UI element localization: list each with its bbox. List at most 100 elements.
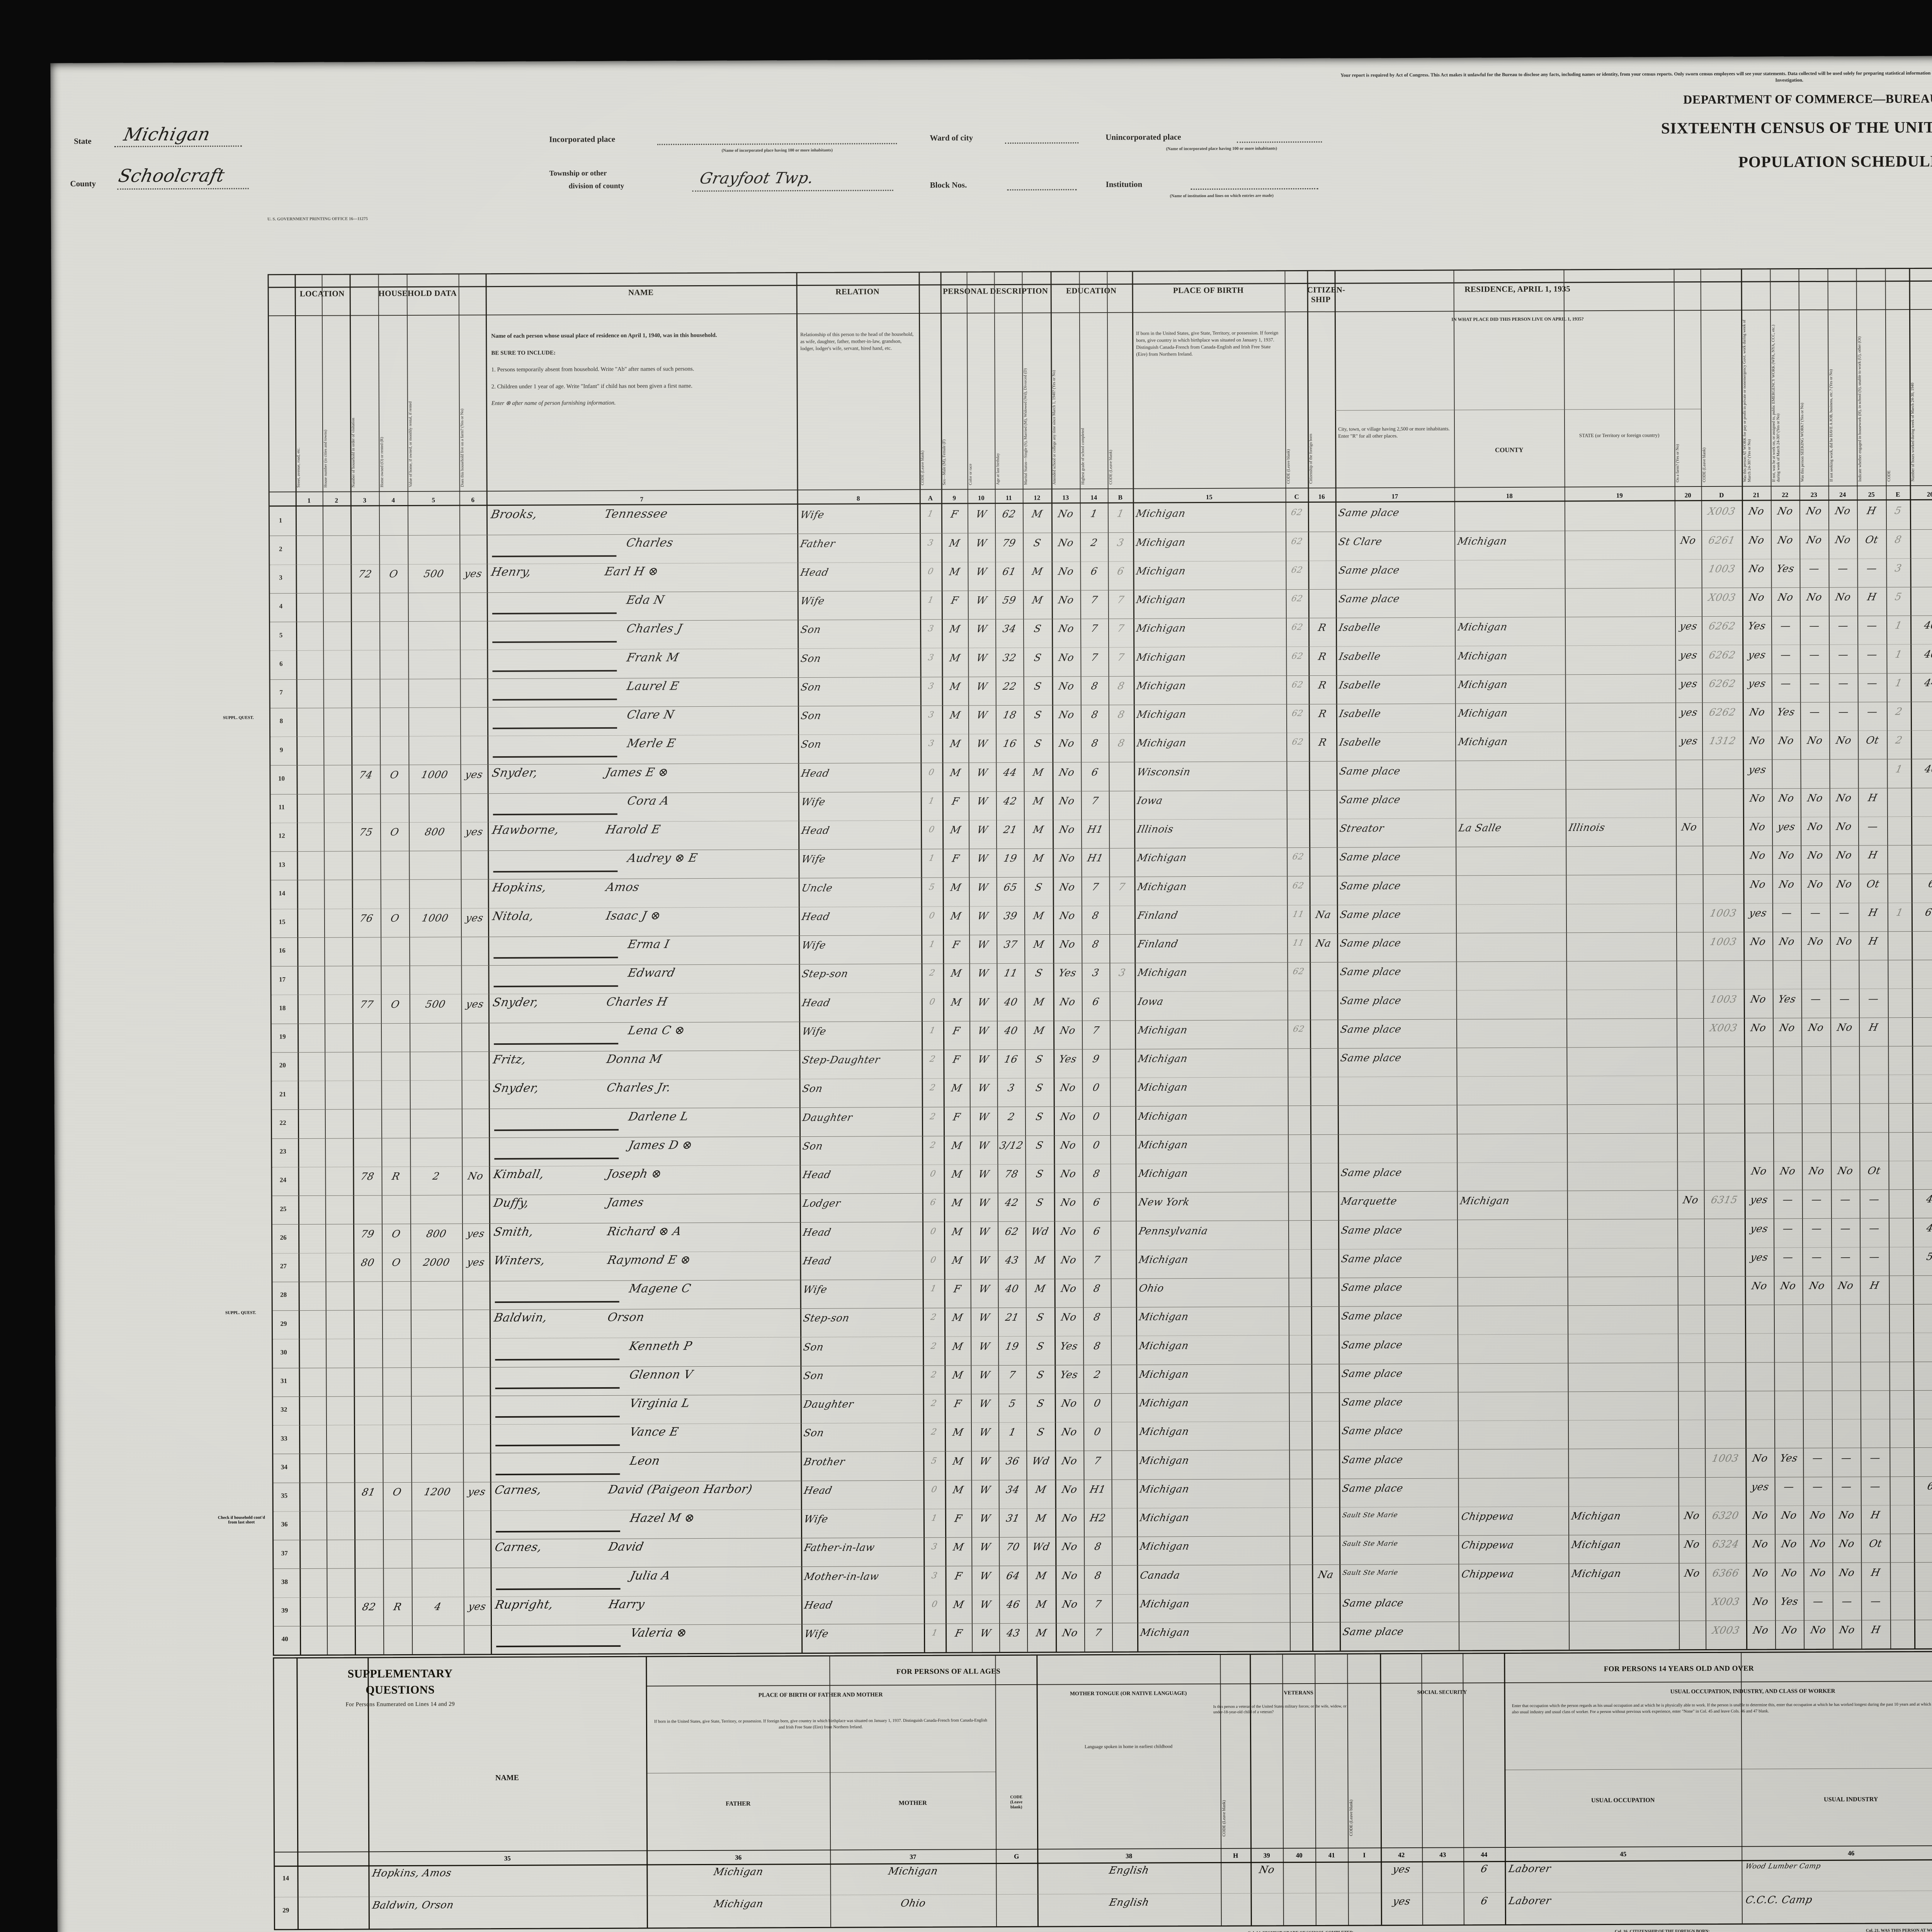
- cell-sch[interactable]: Yes: [1058, 1053, 1078, 1065]
- cell-rel[interactable]: Head: [799, 566, 830, 579]
- cell-surname[interactable]: Brooks,: [490, 507, 539, 522]
- cell-c25[interactable]: —: [1868, 1223, 1881, 1235]
- cell-val[interactable]: 500: [424, 998, 447, 1010]
- cell-a[interactable]: 3: [927, 538, 935, 548]
- cell-c24[interactable]: No: [1835, 821, 1853, 833]
- cell-c24[interactable]: No: [1835, 735, 1853, 747]
- cell-sch[interactable]: No: [1060, 1283, 1078, 1295]
- cell-given-name[interactable]: Charles Jr.: [605, 1081, 672, 1095]
- cell-c21[interactable]: No: [1750, 1280, 1769, 1292]
- cell-sex[interactable]: M: [951, 1312, 964, 1324]
- cell-age[interactable]: 3/12: [998, 1139, 1024, 1152]
- cell-age[interactable]: 42: [1003, 1197, 1020, 1209]
- cell-c25[interactable]: —: [1867, 993, 1880, 1005]
- cell-race[interactable]: W: [978, 1456, 992, 1468]
- cell-hh[interactable]: 78: [359, 1171, 375, 1183]
- cell-res_farm[interactable]: No: [1683, 1510, 1701, 1522]
- cell-c25[interactable]: Ot: [1865, 735, 1880, 747]
- cell-res_place[interactable]: Same place: [1340, 1253, 1403, 1265]
- county-value[interactable]: Schoolcraft: [116, 165, 227, 186]
- cell-c[interactable]: 62: [1292, 967, 1305, 977]
- cell-c22[interactable]: Yes: [1775, 563, 1796, 575]
- cell-a[interactable]: 3: [930, 1571, 939, 1581]
- cell-age[interactable]: 22: [1002, 680, 1017, 693]
- cell-age[interactable]: 59: [1001, 594, 1017, 607]
- cell-surname[interactable]: Snyder,: [492, 1081, 541, 1095]
- cell-grade[interactable]: 7: [1090, 623, 1099, 635]
- cell-c21[interactable]: No: [1752, 1596, 1770, 1608]
- cell-c25[interactable]: Ot: [1868, 1538, 1883, 1550]
- cell-res_county[interactable]: Michigan: [1457, 736, 1509, 748]
- cell-pob[interactable]: Michigan: [1137, 1024, 1189, 1036]
- cell-sch[interactable]: No: [1058, 910, 1076, 922]
- cell-sex[interactable]: M: [949, 709, 962, 721]
- cell-res_place[interactable]: Same place: [1341, 1425, 1404, 1437]
- cell-age[interactable]: 39: [1002, 910, 1019, 922]
- cell-a[interactable]: 3: [927, 653, 935, 663]
- cell-c[interactable]: 62: [1290, 622, 1304, 633]
- cell-sch[interactable]: No: [1059, 1025, 1077, 1037]
- cell-farm[interactable]: yes: [464, 769, 484, 781]
- cell-race[interactable]: W: [976, 882, 989, 894]
- cell-res_place[interactable]: Same place: [1339, 1052, 1403, 1064]
- cell-c24[interactable]: No: [1835, 849, 1853, 861]
- cell-a[interactable]: 0: [929, 1169, 937, 1179]
- cell-res_place[interactable]: Same place: [1340, 1396, 1404, 1408]
- cell-age[interactable]: 34: [1005, 1484, 1020, 1496]
- cell-e[interactable]: 5: [1894, 591, 1903, 603]
- cell-given-name[interactable]: Tennessee: [603, 507, 669, 521]
- cell-farm[interactable]: yes: [464, 912, 485, 924]
- cell-sch[interactable]: No: [1057, 537, 1075, 549]
- supp-cell-mother[interactable]: Ohio: [900, 1897, 927, 1910]
- cell-ms[interactable]: M: [1031, 508, 1044, 520]
- cell-age[interactable]: 34: [1002, 623, 1017, 635]
- cell-c21[interactable]: yes: [1747, 764, 1767, 776]
- cell-c23[interactable]: No: [1806, 935, 1825, 948]
- cell-pob[interactable]: Ohio: [1138, 1282, 1165, 1294]
- cell-c[interactable]: 62: [1291, 680, 1304, 690]
- cell-c24[interactable]: No: [1835, 792, 1853, 804]
- cell-ms[interactable]: S: [1033, 652, 1043, 664]
- cell-c26[interactable]: 48: [1925, 1193, 1932, 1205]
- cell-age[interactable]: 62: [1003, 1226, 1020, 1238]
- cell-d[interactable]: 6261: [1707, 534, 1736, 547]
- cell-given-name[interactable]: Joseph ⊗: [605, 1167, 663, 1181]
- cell-c25[interactable]: —: [1866, 821, 1879, 833]
- cell-age[interactable]: 18: [1002, 709, 1018, 721]
- cell-c22[interactable]: —: [1782, 1252, 1794, 1264]
- cell-sex[interactable]: M: [951, 1427, 964, 1439]
- cell-res_farm[interactable]: yes: [1679, 650, 1699, 662]
- cell-res_place[interactable]: Isabelle: [1338, 651, 1382, 663]
- cell-sch[interactable]: No: [1058, 767, 1076, 779]
- supp-cell-name[interactable]: Hopkins, Amos: [371, 1867, 453, 1879]
- cell-c24[interactable]: No: [1834, 505, 1852, 517]
- cell-a[interactable]: 2: [930, 1312, 937, 1322]
- cell-grade[interactable]: 7: [1091, 881, 1100, 893]
- cell-c25[interactable]: —: [1869, 1452, 1882, 1464]
- cell-a[interactable]: 1: [929, 1026, 936, 1036]
- cell-age[interactable]: 46: [1005, 1599, 1021, 1611]
- supp-cell-vet[interactable]: No: [1258, 1864, 1276, 1876]
- cell-hh[interactable]: 80: [360, 1257, 376, 1269]
- cell-a[interactable]: 2: [929, 1140, 937, 1150]
- cell-a[interactable]: 5: [930, 1456, 938, 1466]
- supp-cell-c44[interactable]: 6: [1480, 1863, 1489, 1875]
- cell-ms[interactable]: M: [1035, 1599, 1048, 1611]
- cell-ms[interactable]: M: [1034, 1283, 1047, 1295]
- cell-c21[interactable]: yes: [1749, 1194, 1769, 1206]
- cell-rel[interactable]: Father-in-law: [803, 1542, 876, 1554]
- cell-c24[interactable]: —: [1839, 1194, 1852, 1206]
- cell-surname[interactable]: Hawborne,: [491, 823, 561, 837]
- supp-cell-mother[interactable]: Michigan: [887, 1865, 939, 1878]
- cell-b[interactable]: 6: [1116, 565, 1125, 577]
- cell-given-name[interactable]: Richard ⊗ A: [606, 1225, 683, 1238]
- cell-surname[interactable]: Kimball,: [492, 1167, 546, 1182]
- cell-ms[interactable]: M: [1032, 939, 1046, 951]
- cell-grade[interactable]: 6: [1089, 566, 1099, 578]
- cell-ms[interactable]: S: [1034, 1082, 1044, 1094]
- cell-race[interactable]: W: [976, 997, 990, 1009]
- cell-d[interactable]: 1003: [1709, 907, 1738, 920]
- cell-c21[interactable]: No: [1749, 993, 1767, 1005]
- cell-ms[interactable]: S: [1035, 1168, 1044, 1180]
- cell-a[interactable]: 0: [929, 1255, 937, 1265]
